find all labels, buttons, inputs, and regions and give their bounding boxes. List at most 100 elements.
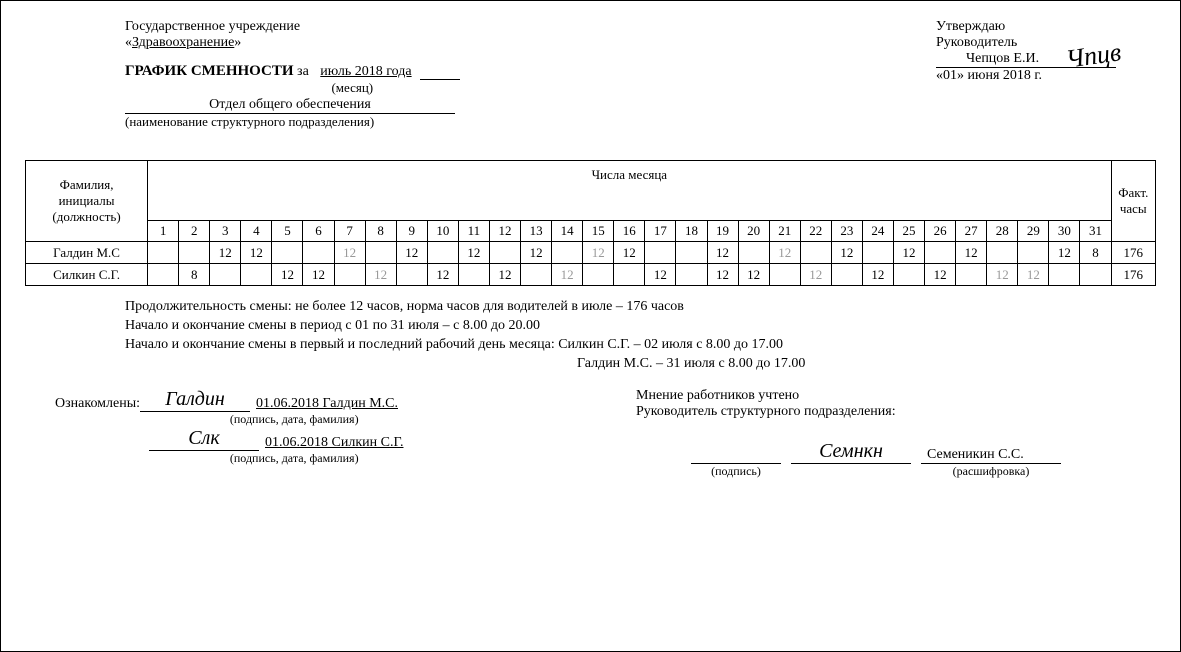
approve-block: Утверждаю Руководитель Чепцов Е.И. Чпцв … (936, 19, 1156, 84)
day-cell: 12 (614, 242, 645, 264)
day-cell (676, 242, 707, 264)
day-cell (769, 264, 800, 286)
day-cell (645, 242, 676, 264)
day-cell (676, 264, 707, 286)
day-cell: 12 (707, 264, 738, 286)
day-cell (365, 242, 396, 264)
day-cell (862, 242, 893, 264)
day-cell (614, 264, 645, 286)
day-header: 17 (645, 221, 676, 242)
day-header: 13 (521, 221, 552, 242)
ack-sig-script-2: Слк (188, 427, 219, 450)
header: Государственное учреждение «Здравоохране… (25, 19, 1156, 130)
day-cell: 12 (334, 242, 365, 264)
day-cell: 12 (427, 264, 458, 286)
mgr-sub1: (подпись) (691, 464, 781, 479)
day-header: 9 (396, 221, 427, 242)
day-cell (1080, 264, 1111, 286)
title-month: июль 2018 года (312, 64, 419, 79)
day-header: 21 (769, 221, 800, 242)
day-cell (1049, 264, 1080, 286)
org-line2: «Здравоохранение» (125, 35, 460, 51)
day-cell: 12 (396, 242, 427, 264)
day-header: 28 (987, 221, 1018, 242)
day-cell: 8 (1080, 242, 1111, 264)
footer: Ознакомлены: Галдин 01.06.2018 Галдин М.… (25, 388, 1156, 479)
day-cell: 12 (458, 242, 489, 264)
day-cell (521, 264, 552, 286)
schedule-table: Фамилия, инициалы (должность) Числа меся… (25, 160, 1156, 286)
table-row: Силкин С.Г.81212121212121212121212121212… (26, 264, 1156, 286)
day-cell: 12 (1018, 264, 1049, 286)
notes-block: Продолжительность смены: не более 12 час… (25, 298, 1156, 374)
day-cell (427, 242, 458, 264)
day-cell (179, 242, 210, 264)
day-cell: 12 (210, 242, 241, 264)
table-body: Галдин М.С121212121212121212121212121281… (26, 242, 1156, 286)
mgr-sig-row: Семнкн Семеникин С.С. (636, 440, 1116, 464)
day-cell (489, 242, 520, 264)
day-cell (1018, 242, 1049, 264)
day-header: 30 (1049, 221, 1080, 242)
col-fact-header: Факт. часы (1111, 161, 1155, 242)
day-cell (458, 264, 489, 286)
ack-label: Ознакомлены: (55, 396, 140, 412)
mgr-name: Семеникин С.С. (921, 447, 1061, 464)
day-cell (831, 264, 862, 286)
day-cell: 12 (987, 264, 1018, 286)
day-header: 7 (334, 221, 365, 242)
day-cell (148, 264, 179, 286)
ack-row-1: Ознакомлены: Галдин 01.06.2018 Галдин М.… (55, 388, 403, 412)
dept-value: Отдел общего обеспечения (125, 97, 455, 114)
ack-block: Ознакомлены: Галдин 01.06.2018 Галдин М.… (55, 388, 403, 479)
header-left: Государственное учреждение «Здравоохране… (25, 19, 460, 130)
day-cell: 12 (552, 264, 583, 286)
day-header: 11 (458, 221, 489, 242)
org-name: Здравоохранение (132, 35, 234, 50)
note-line4: Галдин М.С. – 31 июля с 8.00 до 17.00 (125, 355, 1156, 374)
ack-sub-2: (подпись, дата, фамилия) (55, 451, 403, 466)
table-head: Фамилия, инициалы (должность) Числа меся… (26, 161, 1156, 242)
title-za: за (297, 64, 309, 79)
day-cell: 12 (583, 242, 614, 264)
day-header: 4 (241, 221, 272, 242)
day-cell: 12 (521, 242, 552, 264)
fact-cell: 176 (1111, 242, 1155, 264)
day-header: 29 (1018, 221, 1049, 242)
title-line: ГРАФИК СМЕННОСТИ за июль 2018 года (125, 63, 460, 80)
day-cell: 12 (365, 264, 396, 286)
day-cell: 12 (738, 264, 769, 286)
mgr-line2: Руководитель структурного подразделения: (636, 404, 1116, 420)
day-header: 5 (272, 221, 303, 242)
mgr-sub2: (расшифровка) (921, 464, 1061, 479)
title-bold: ГРАФИК СМЕННОСТИ (125, 63, 294, 79)
ack-text-2: 01.06.2018 Силкин С.Г. (265, 435, 403, 451)
day-cell (148, 242, 179, 264)
day-cell (987, 242, 1018, 264)
ack-text-1: 01.06.2018 Галдин М.С. (256, 396, 398, 412)
day-cell (583, 264, 614, 286)
day-cell (334, 264, 365, 286)
mgr-sig-blank (691, 447, 781, 464)
day-header: 1 (148, 221, 179, 242)
row-name-cell: Галдин М.С (26, 242, 148, 264)
day-cell: 12 (707, 242, 738, 264)
day-header: 14 (552, 221, 583, 242)
day-cell: 12 (1049, 242, 1080, 264)
day-cell: 12 (831, 242, 862, 264)
dept-line: Отдел общего обеспечения (125, 97, 460, 114)
day-cell: 12 (272, 264, 303, 286)
day-cell (303, 242, 334, 264)
dept-label: (наименование структурного подразделения… (125, 114, 460, 130)
mgr-block: Мнение работников учтено Руководитель ст… (636, 388, 1116, 479)
day-header: 27 (956, 221, 987, 242)
day-header: 15 (583, 221, 614, 242)
day-cell (893, 264, 924, 286)
day-cell (956, 264, 987, 286)
day-header: 3 (210, 221, 241, 242)
day-header: 8 (365, 221, 396, 242)
day-header: 18 (676, 221, 707, 242)
days-row: 1234567891011121314151617181920212223242… (26, 221, 1156, 242)
day-cell (272, 242, 303, 264)
org-quote-open: « (125, 35, 132, 50)
